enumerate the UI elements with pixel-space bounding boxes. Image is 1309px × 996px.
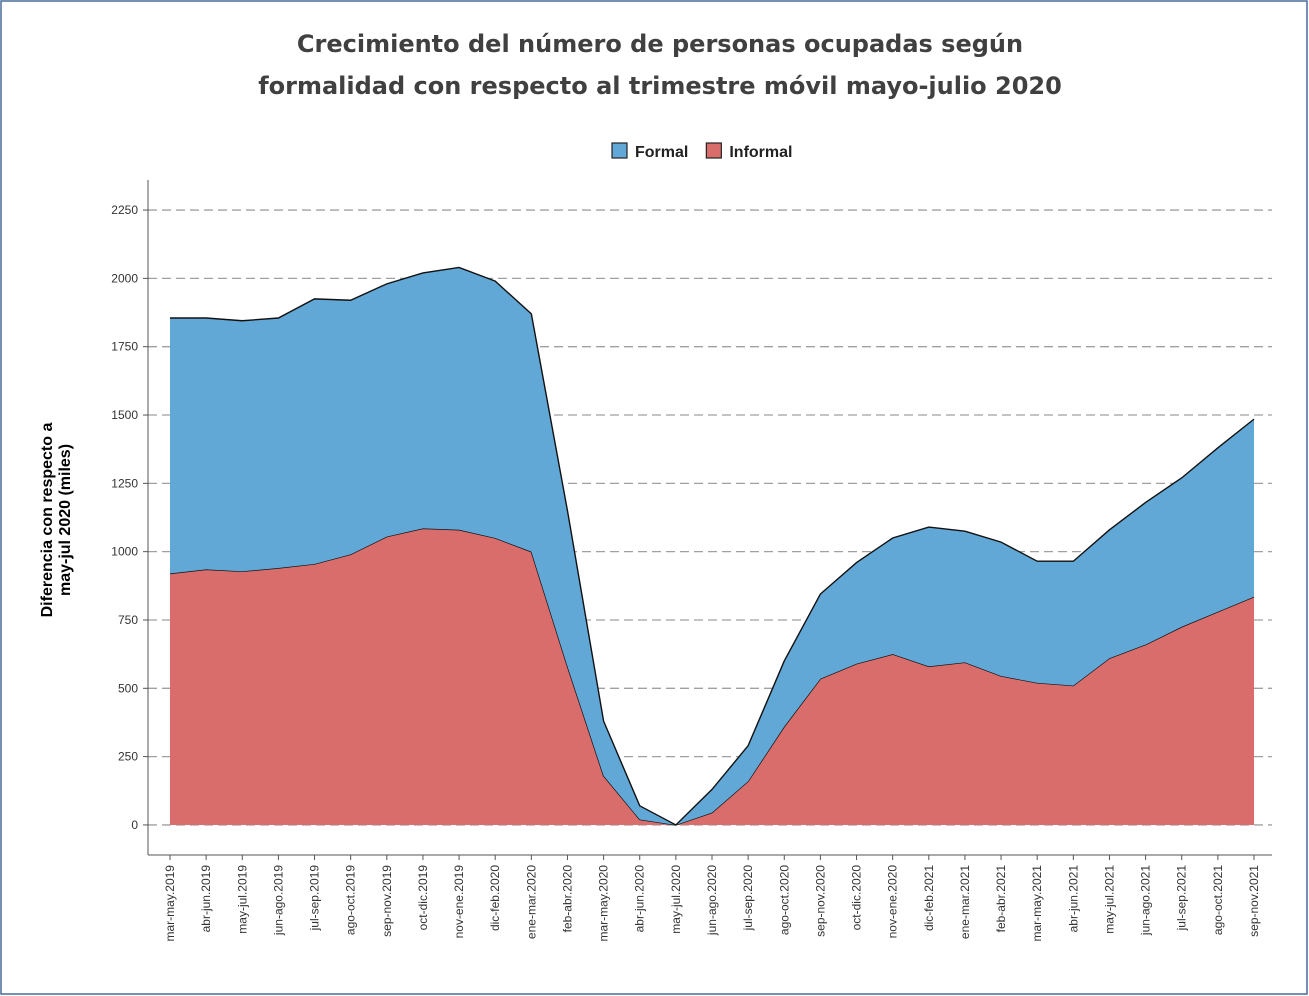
x-tick-label: nov-ene.2019	[452, 865, 466, 939]
y-tick-label: 1000	[111, 545, 138, 559]
y-tick-label: 500	[118, 681, 138, 695]
y-tick-label: 2000	[111, 271, 138, 285]
y-tick-label: 2250	[111, 203, 138, 217]
x-tick-label: feb-abr.2021	[994, 865, 1008, 933]
x-tick-label: mar-may.2020	[597, 865, 611, 942]
x-tick-label: dic-feb.2020	[488, 865, 502, 931]
area	[170, 267, 1254, 825]
legend-label: Informal	[729, 144, 792, 161]
area-outline	[170, 266, 1255, 826]
legend-label: Formal	[635, 144, 688, 161]
y-label-line: Diferencia con respecto a	[39, 423, 56, 618]
area-outline	[169, 527, 1255, 826]
x-tick-label: ene-mar.2020	[524, 865, 538, 939]
x-tick-label: sep-nov.2020	[813, 865, 827, 937]
x-tick-label: dic-feb.2021	[922, 865, 936, 931]
x-tick-label: abr-jun.2019	[199, 865, 213, 933]
y-tick-label: 0	[131, 818, 138, 832]
x-tick-label: ene-mar.2021	[958, 865, 972, 939]
x-tick-label: feb-abr.2020	[560, 865, 574, 933]
x-tick-label: sep-nov.2019	[380, 865, 394, 937]
x-tick-label: may-jul.2021	[1102, 865, 1116, 934]
x-tick-label: jul-sep.2019	[308, 865, 322, 932]
y-tick-label: 1750	[111, 340, 138, 354]
y-tick-label: 250	[118, 750, 138, 764]
x-tick-label: jul-sep.2021	[1175, 865, 1189, 932]
x-tick-label: ago-oct.2021	[1211, 865, 1225, 935]
x-tick-label: jul-sep.2020	[741, 865, 755, 932]
y-tick-label: 750	[118, 613, 138, 627]
x-tick-label: ago-oct.2020	[777, 865, 791, 935]
x-tick-label: sep-nov.2021	[1247, 865, 1261, 937]
legend-swatch	[705, 142, 722, 159]
x-tick-label: jun-ago.2021	[1139, 865, 1153, 936]
x-tick-label: oct-dic.2019	[416, 865, 430, 931]
area	[170, 528, 1254, 825]
x-tick-label: may-jul.2020	[669, 865, 683, 934]
x-tick-label: oct-dic.2020	[850, 865, 864, 931]
y-label: Diferencia con respecto a may-jul 2020 (…	[39, 423, 74, 618]
x-tick-label: abr-jun.2021	[1066, 865, 1080, 933]
y-label-line: may-jul 2020 (miles)	[57, 444, 74, 596]
y-tick-label: 1500	[111, 408, 138, 422]
x-tick-label: jun-ago.2019	[271, 865, 285, 936]
x-tick-label: may-jul.2019	[235, 865, 249, 934]
chart-title: Crecimiento del número de personas ocupa…	[297, 30, 1023, 58]
x-tick-label: mar-may.2021	[1030, 865, 1044, 942]
x-tick-label: nov-ene.2020	[886, 865, 900, 939]
y-tick-label: 1250	[111, 476, 138, 490]
chart-title: formalidad con respecto al trimestre móv…	[258, 72, 1062, 100]
x-tick-label: ago-oct.2019	[344, 865, 358, 935]
x-tick-label: jun-ago.2020	[705, 865, 719, 936]
x-tick-label: mar-may.2019	[163, 865, 177, 942]
legend-swatch	[611, 142, 628, 159]
x-tick-label: abr-jun.2020	[633, 865, 647, 933]
